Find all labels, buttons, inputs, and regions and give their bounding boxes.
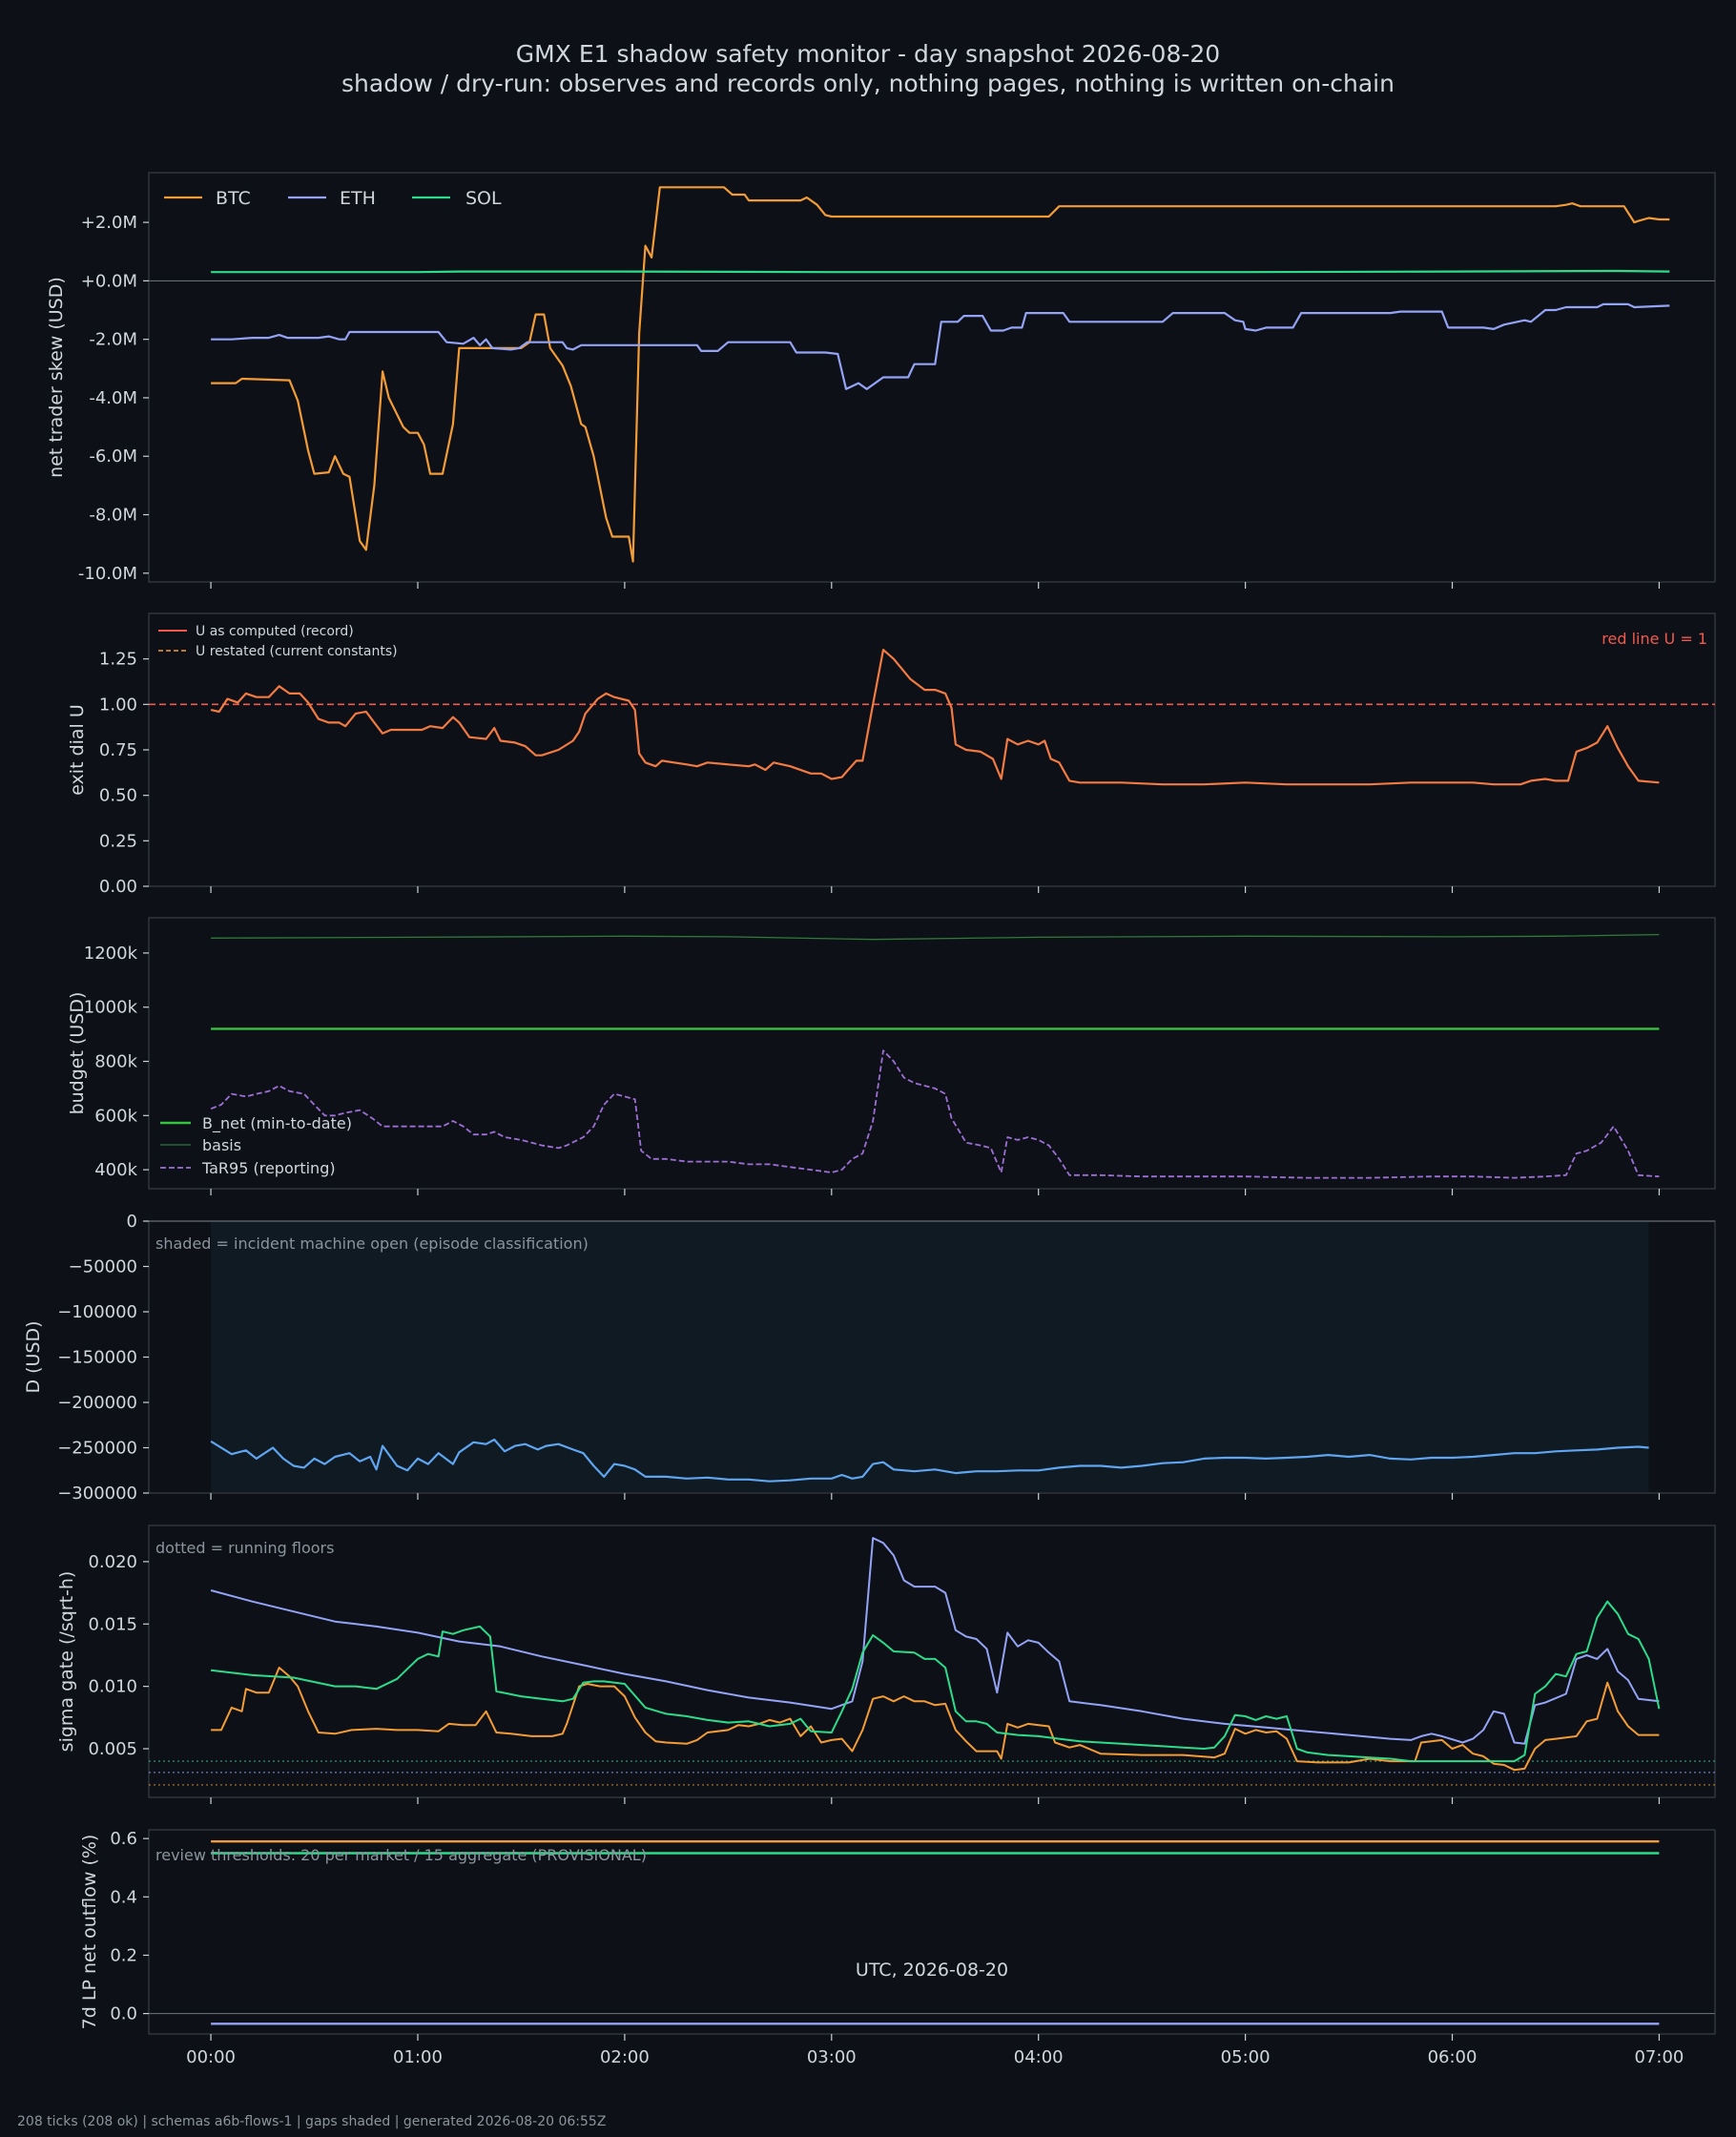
y-tick-label: 400k — [94, 1160, 137, 1180]
legend-budget: B_net (min-to-date) basis TaR95 (reporti… — [160, 1114, 352, 1177]
panel-lp-outflow: 0.0 0.2 0.4 0.6 00:00 01:00 02:00 03:00 04:00 05:… — [79, 1829, 1716, 2067]
y-tick-label: +2.0M — [81, 213, 137, 233]
y-tick-label: 800k — [94, 1052, 137, 1072]
annotation-lp-outflow: review thresholds: 20 per market / 15 ag… — [155, 1846, 647, 1864]
y-tick-label: 0.0 — [110, 2004, 137, 2024]
legend-label-tar95: TaR95 (reporting) — [201, 1159, 336, 1177]
x-tick-label: 05:00 — [1221, 2047, 1271, 2067]
x-tick-label: 02:00 — [600, 2047, 650, 2067]
y-tick-label: 1000k — [84, 998, 138, 1018]
panel-frame — [148, 1525, 1716, 1798]
y-tick-label: 0.75 — [99, 740, 137, 760]
series-line-u-as-computed-record- — [210, 649, 1660, 786]
panel-net-trader-skew: +2.0M +0.0M -2.0M -4.0M -6.0M -8.0M -10.0M net … — [46, 172, 1716, 589]
series-line-btc — [211, 1667, 1660, 1772]
y-tick-label: -4.0M — [89, 388, 137, 408]
y-tick-label: 0.4 — [110, 1887, 137, 1907]
annotation-sigma-gate: dotted = running floors — [155, 1539, 334, 1557]
y-tick-label: 1200k — [84, 944, 138, 964]
y-tick-label: 0.005 — [88, 1739, 137, 1759]
y-tick-label: -10.0M — [78, 564, 137, 584]
y-axis-label: net trader skew (USD) — [46, 277, 67, 478]
series-line-eth — [211, 302, 1670, 390]
footer-status: 208 ticks (208 ok) | schemas a6b-flows-1… — [17, 2114, 606, 2129]
x-tick-label: 04:00 — [1014, 2047, 1064, 2067]
series-line-d — [210, 1438, 1649, 1483]
y-tick-label: 0.00 — [99, 877, 137, 897]
plot-layer-skew: +2.0M +0.0M -2.0M -4.0M -6.0M -8.0M -10.0M net … — [46, 172, 1716, 589]
series-line-basis — [211, 933, 1660, 941]
y-axis-label: budget (USD) — [67, 992, 88, 1115]
y-tick-label: 1.25 — [99, 650, 137, 670]
incident-shaded-region — [211, 1222, 1649, 1492]
y-tick-label: -6.0M — [89, 446, 137, 467]
x-tick-label: 06:00 — [1428, 2047, 1478, 2067]
y-tick-label: -8.0M — [89, 506, 137, 526]
y-tick-label: 1.00 — [99, 695, 137, 715]
y-tick-label: 0.6 — [110, 1829, 137, 1849]
x-tick-label: 07:00 — [1634, 2047, 1684, 2067]
y-axis-label: 7d LP net outflow (%) — [79, 1835, 100, 2030]
y-tick-label: -2.0M — [89, 330, 137, 350]
x-tick-label: 01:00 — [393, 2047, 443, 2067]
plot-layer-lp-outflow: 0.0 0.2 0.4 0.6 00:00 01:00 02:00 03:00 04:00 05:… — [79, 1829, 1716, 2067]
legend-label-u-restated: U restated (current constants) — [196, 644, 398, 659]
legend-label-basis: basis — [202, 1136, 241, 1154]
x-tick-label: 03:00 — [807, 2047, 857, 2067]
annotation-drawdown: shaded = incident machine open (episode … — [155, 1234, 589, 1253]
legend-label-b-net: B_net (min-to-date) — [202, 1114, 352, 1133]
red-line-label: red line U = 1 — [1602, 630, 1707, 648]
y-tick-label: −100000 — [57, 1302, 137, 1322]
y-tick-label: 600k — [94, 1106, 137, 1126]
y-tick-label: +0.0M — [81, 271, 137, 291]
legend-label-btc: BTC — [216, 188, 251, 209]
panel-exit-dial: 0.00 0.25 0.50 0.75 1.00 1.25 exit dial U U as… — [67, 612, 1716, 897]
y-tick-label: 0.015 — [88, 1614, 137, 1634]
y-tick-label: 0.50 — [99, 786, 137, 806]
legend-label-sol: SOL — [465, 188, 502, 209]
legend-label-eth: ETH — [340, 188, 376, 209]
series-line-tar95-reporting- — [210, 1049, 1660, 1179]
y-axis-label: exit dial U — [67, 704, 88, 796]
y-tick-label: 0.020 — [88, 1552, 137, 1572]
plot-layer-sigma-gate: 0.005 0.010 0.015 0.020 sigma gate (/sqrt-h) — [56, 1525, 1716, 1804]
panel-sigma-gate: 0.005 0.010 0.015 0.020 sigma gate (/sqrt-h)… — [56, 1525, 1716, 1804]
chart-subtitle: shadow / dry-run: observes and records o… — [341, 70, 1395, 97]
panel-budget: 400k 600k 800k 1000k 1200k budget (USD) B_net… — [67, 917, 1716, 1195]
panel-frame — [148, 172, 1716, 583]
legend-skew: BTC ETH SOL — [164, 188, 502, 209]
x-tick-label: 00:00 — [186, 2047, 236, 2067]
y-tick-label: 0 — [127, 1212, 137, 1232]
y-axis-label: sigma gate (/sqrt-h) — [56, 1571, 77, 1753]
x-axis-label: UTC, 2026-08-20 — [856, 1960, 1008, 1981]
panel-drawdown: 0 −50000 −100000 −150000 −200000 −250000 −3000… — [23, 1212, 1716, 1504]
chart-title: GMX E1 shadow safety monitor - day snaps… — [516, 40, 1220, 68]
series-line-eth — [210, 1537, 1660, 1745]
y-tick-label: 0.010 — [88, 1677, 137, 1697]
series-line-btc — [211, 186, 1670, 563]
panel-frame — [148, 1829, 1716, 2035]
plot-layer-drawdown: 0 −50000 −100000 −150000 −200000 −250000 −3000… — [23, 1212, 1716, 1504]
y-axis-label: D (USD) — [23, 1320, 44, 1393]
y-tick-label: 0.25 — [99, 831, 137, 851]
legend-label-u-computed: U as computed (record) — [196, 624, 354, 639]
series-line-sol — [210, 1600, 1661, 1763]
legend-exit-dial: U as computed (record) U restated (curre… — [158, 624, 398, 659]
plot-layer-exit-dial: 0.00 0.25 0.50 0.75 1.00 1.25 exit dial U — [67, 612, 1716, 897]
y-tick-label: −150000 — [57, 1348, 137, 1368]
y-tick-label: −300000 — [57, 1483, 137, 1504]
y-tick-label: −200000 — [57, 1393, 137, 1413]
y-tick-label: 0.2 — [110, 1945, 137, 1965]
y-tick-label: −50000 — [69, 1257, 137, 1277]
panel-frame — [148, 917, 1716, 1190]
plot-layer-budget: 400k 600k 800k 1000k 1200k budget (USD) — [67, 917, 1716, 1195]
series-line-sol — [211, 269, 1670, 274]
y-tick-label: −250000 — [57, 1439, 137, 1459]
